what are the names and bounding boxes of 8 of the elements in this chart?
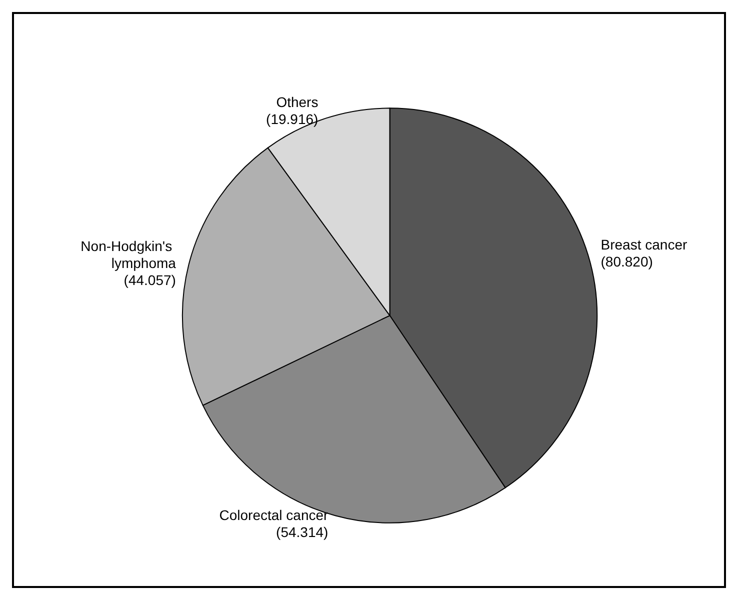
data-label: (80.820): [600, 253, 653, 270]
slice-label: Breast cancer: [600, 236, 688, 252]
slice-label: Colorectal cancer: [219, 506, 329, 523]
data-label: (19.916): [266, 111, 318, 128]
data-label: (54.314): [276, 524, 328, 540]
slice-label: Others: [276, 94, 318, 110]
data-label: (44.057): [124, 272, 176, 288]
slice-label: Non-Hodgkin's lymphoma: [80, 238, 176, 271]
